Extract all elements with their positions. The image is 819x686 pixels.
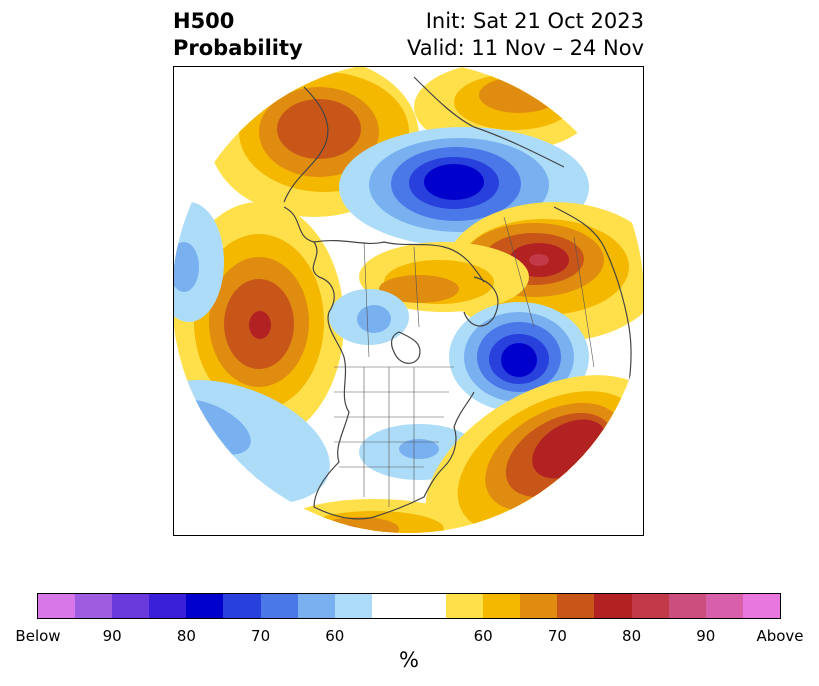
colorbar-tick-label: 60 xyxy=(473,627,493,645)
colorbar-tick-label: 90 xyxy=(696,627,716,645)
variable-title: H500 xyxy=(173,9,235,33)
anomaly-west-pacific xyxy=(174,202,224,322)
colorbar-segment xyxy=(742,594,780,618)
map-panel xyxy=(173,66,644,536)
colorbar-segment xyxy=(520,594,558,618)
colorbar-segment xyxy=(483,594,521,618)
title-right: Init: Sat 21 Oct 2023 Valid: 11 Nov – 24… xyxy=(407,8,644,62)
anomaly-canada xyxy=(359,242,529,312)
colorbar-segment xyxy=(112,594,150,618)
colorbar xyxy=(37,593,781,619)
colorbar-segment xyxy=(223,594,261,618)
state-borders xyxy=(334,216,595,507)
colorbar-segment xyxy=(260,594,298,618)
colorbar-tick-label: Above xyxy=(756,627,804,645)
probability-map xyxy=(174,67,643,533)
colorbar-segment xyxy=(631,594,669,618)
colorbar-segment xyxy=(149,594,187,618)
colorbar-segment xyxy=(186,594,224,618)
init-date: Init: Sat 21 Oct 2023 xyxy=(425,9,644,33)
colorbar-segment xyxy=(297,594,335,618)
colorbar-tick-label: 70 xyxy=(251,627,271,645)
colorbar-segment xyxy=(75,594,113,618)
colorbar-segment xyxy=(557,594,595,618)
anomaly-western-canada xyxy=(329,289,409,345)
colorbar-segment xyxy=(446,594,484,618)
colorbar-tick-label: 80 xyxy=(176,627,196,645)
coastlines xyxy=(283,76,632,520)
colorbar-segment xyxy=(334,594,372,618)
colorbar-segment xyxy=(38,594,76,618)
colorbar-tick-label: Below xyxy=(15,627,61,645)
colorbar-segment xyxy=(705,594,743,618)
valid-range: Valid: 11 Nov – 24 Nov xyxy=(407,36,644,60)
colorbar-unit-label: % xyxy=(399,648,419,672)
colorbar-tick-label: 70 xyxy=(547,627,567,645)
colorbar-segment xyxy=(594,594,632,618)
probability-title: Probability xyxy=(173,36,303,60)
colorbar-tick-label: 90 xyxy=(102,627,122,645)
colorbar-segment xyxy=(668,594,706,618)
colorbar-segment xyxy=(371,594,447,618)
colorbar-tick-label: 80 xyxy=(622,627,642,645)
title-left: H500 Probability xyxy=(173,8,303,62)
colorbar-tick-label: 60 xyxy=(325,627,345,645)
anomaly-north-atlantic-cold xyxy=(449,302,589,412)
